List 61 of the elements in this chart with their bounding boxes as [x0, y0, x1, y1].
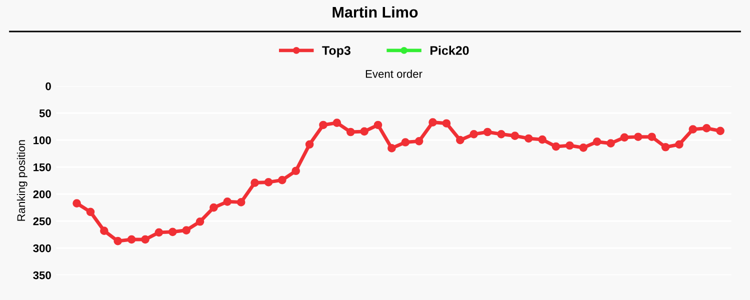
- y-axis-title: Ranking position: [16, 140, 28, 221]
- point: [332, 118, 342, 127]
- point: [414, 137, 424, 146]
- point: [278, 176, 286, 184]
- point: [661, 142, 670, 152]
- point: [702, 124, 711, 132]
- point: [497, 130, 506, 138]
- point: [141, 235, 150, 244]
- y-tick-label: 250: [33, 217, 51, 226]
- y-tick-label: 50: [39, 109, 51, 118]
- point: [182, 226, 190, 234]
- point: [592, 138, 602, 146]
- legend-label: Pick20: [430, 46, 469, 55]
- point: [196, 217, 204, 226]
- point: [292, 166, 300, 176]
- point: [648, 132, 656, 142]
- point: [524, 134, 533, 143]
- point: [168, 228, 177, 236]
- point: [360, 127, 368, 136]
- y-tick-label: 150: [34, 163, 51, 172]
- point: [716, 126, 724, 136]
- point: [236, 198, 246, 206]
- point: [250, 178, 259, 187]
- chart-title: Martin Limo: [332, 6, 418, 18]
- point: [552, 142, 560, 151]
- point: [634, 132, 642, 142]
- point: [538, 135, 546, 144]
- point: [374, 120, 382, 130]
- point: [688, 125, 698, 134]
- x-axis-title: Event order: [366, 70, 422, 78]
- point: [346, 128, 355, 136]
- point: [675, 140, 684, 149]
- point: [620, 133, 629, 142]
- y-tick-label: 300: [33, 244, 51, 252]
- legend-label: Top3: [322, 46, 350, 58]
- point: [319, 120, 328, 130]
- point: [579, 143, 588, 152]
- point: [127, 235, 136, 244]
- point: [428, 118, 437, 126]
- point: [305, 140, 314, 149]
- point: [510, 132, 520, 140]
- point: [100, 226, 108, 235]
- y-tick-label: 200: [33, 190, 51, 198]
- point: [401, 138, 410, 146]
- point: [114, 236, 122, 246]
- point: [456, 136, 464, 144]
- y-tick-label: 350: [33, 271, 51, 280]
- point: [223, 197, 232, 206]
- point: [442, 119, 451, 128]
- y-tick-label: 100: [34, 136, 51, 144]
- point: [210, 203, 218, 212]
- point: [470, 130, 478, 138]
- point: [566, 141, 574, 150]
- point: [264, 178, 273, 186]
- point: [388, 144, 396, 152]
- point: [606, 139, 615, 148]
- point: [72, 199, 81, 208]
- point: [154, 228, 164, 237]
- y-tick-label: 0: [46, 82, 51, 90]
- point: [483, 128, 492, 136]
- point: [86, 208, 95, 216]
